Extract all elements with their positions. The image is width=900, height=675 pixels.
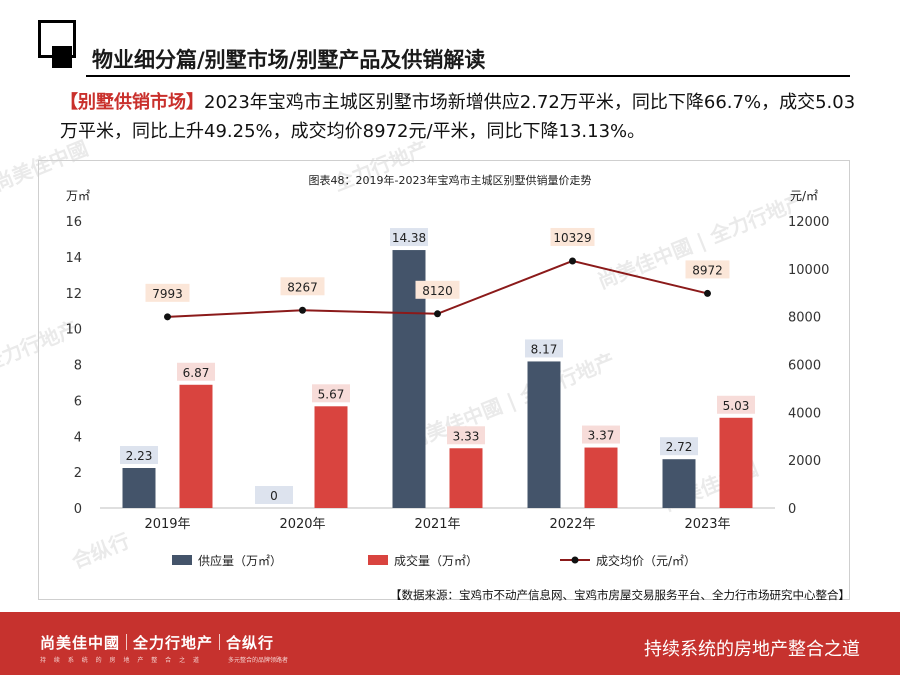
y-left-tick-label: 14 [65,251,82,266]
supply-label-bg [660,437,698,456]
legend-label-deal: 成交量（万㎡） [394,553,478,568]
x-tick-label: 2021年 [414,517,460,532]
price-label-bg [415,280,460,299]
supply-data-label: 2.23 [126,449,153,463]
supply-bar [662,459,696,508]
price-data-label: 7993 [152,287,183,301]
deal-bar [314,406,348,508]
deal-label-bg [582,425,620,444]
footer-brand-3: 合纵行 [226,634,275,652]
y-right-tick-label: 6000 [788,359,821,374]
y-left-tick-label: 6 [74,394,82,409]
summary-paragraph: 【别墅供销市场】2023年宝鸡市主城区别墅市场新增供应2.72万平米，同比下降6… [60,88,860,146]
summary-text: 2023年宝鸡市主城区别墅市场新增供应2.72万平米，同比下降66.7%，成交5… [60,92,856,142]
supply-data-label: 14.38 [392,231,426,245]
y-left-tick-label: 0 [74,502,82,517]
x-tick-label: 2019年 [144,517,190,532]
deal-label-bg [312,384,350,403]
supply-label-bg [120,445,158,464]
deal-label-bg [717,395,755,414]
price-data-label: 8972 [692,263,723,277]
deal-label-bg [447,426,485,445]
deal-data-label: 5.67 [318,387,345,401]
chart-title: 图表48：2019年-2023年宝鸡市主城区别墅供销量价走势 [309,173,592,187]
deal-bar [449,448,483,508]
price-point [569,257,576,265]
header-square-fill [52,46,72,68]
supply-label-bg [390,228,428,247]
deal-data-label: 3.33 [453,429,480,443]
legend-label-supply: 供应量（万㎡） [198,553,282,568]
price-point [299,306,306,314]
price-point [164,313,171,321]
price-data-label: 10329 [553,231,591,245]
supply-label-bg [255,486,293,504]
supply-data-label: 0 [270,489,278,503]
footer-separator [126,634,128,650]
price-label-bg [550,227,595,246]
footer-separator [219,634,221,650]
x-tick-label: 2023年 [684,517,730,532]
legend-swatch-supply [172,555,192,565]
supply-bar [122,467,156,508]
deal-data-label: 6.87 [183,366,210,380]
y-right-tick-label: 10000 [788,263,829,278]
legend-marker-price [571,556,579,564]
price-label-bg [685,260,730,279]
footer-subtitle: 持 续 系 统 的 房 地 产 整 合 之 道 [40,657,202,664]
price-label-bg [280,277,325,296]
y-right-tick-label: 0 [788,502,796,517]
page-title: 物业细分篇/别墅市场/别墅产品及供销解读 [92,48,486,72]
deal-bar [584,447,618,508]
y-left-tick-label: 8 [74,359,82,374]
y-left-tick-label: 12 [65,287,82,302]
deal-bar [719,417,753,508]
y-left-tick-label: 10 [65,323,82,338]
footer-brand-1: 尚美佳中國 [40,634,121,652]
supply-label-bg [525,339,563,358]
summary-tag: 【别墅供销市场】 [60,92,204,113]
y-axis-left-label: 万㎡ [66,189,90,203]
price-data-label: 8120 [422,284,453,298]
price-point [704,289,711,297]
chart-frame [38,160,850,600]
supply-data-label: 8.17 [531,342,558,356]
supply-bar [527,361,561,508]
y-right-tick-label: 8000 [788,311,821,326]
y-right-tick-label: 4000 [788,406,821,421]
y-left-tick-label: 2 [74,466,82,481]
y-right-tick-label: 2000 [788,454,821,469]
footer-brand: 尚美佳中國 全力行地产 合纵行 [40,632,274,653]
supply-data-label: 2.72 [666,440,693,454]
deal-data-label: 3.37 [588,429,615,443]
footer-slogan: 持续系统的房地产整合之道 [644,639,860,660]
y-right-tick-label: 12000 [788,215,829,230]
y-left-tick-label: 4 [74,430,82,445]
price-label-bg [145,283,190,302]
data-source-note: 【数据来源：宝鸡市不动产信息网、宝鸡市房屋交易服务平台、全力行市场研究中心整合】 [390,588,850,602]
deal-bar [179,384,213,508]
legend-swatch-deal [368,555,388,565]
y-left-tick-label: 16 [65,215,82,230]
footer-bar: 尚美佳中國 全力行地产 合纵行 持 续 系 统 的 房 地 产 整 合 之 道 多元… [0,612,900,675]
legend-label-price: 成交均价（元/㎡） [596,553,696,568]
footer-subtitle-2: 多元整合的品牌领路者 [228,657,289,664]
header-divider [86,75,850,77]
price-data-label: 8267 [287,280,318,294]
x-tick-label: 2020年 [279,517,325,532]
price-point [434,310,441,318]
x-tick-label: 2022年 [549,517,595,532]
deal-label-bg [177,362,215,381]
y-axis-right-label: 元/㎡ [790,189,818,203]
deal-data-label: 5.03 [723,399,750,413]
footer-brand-2: 全力行地产 [133,634,214,652]
